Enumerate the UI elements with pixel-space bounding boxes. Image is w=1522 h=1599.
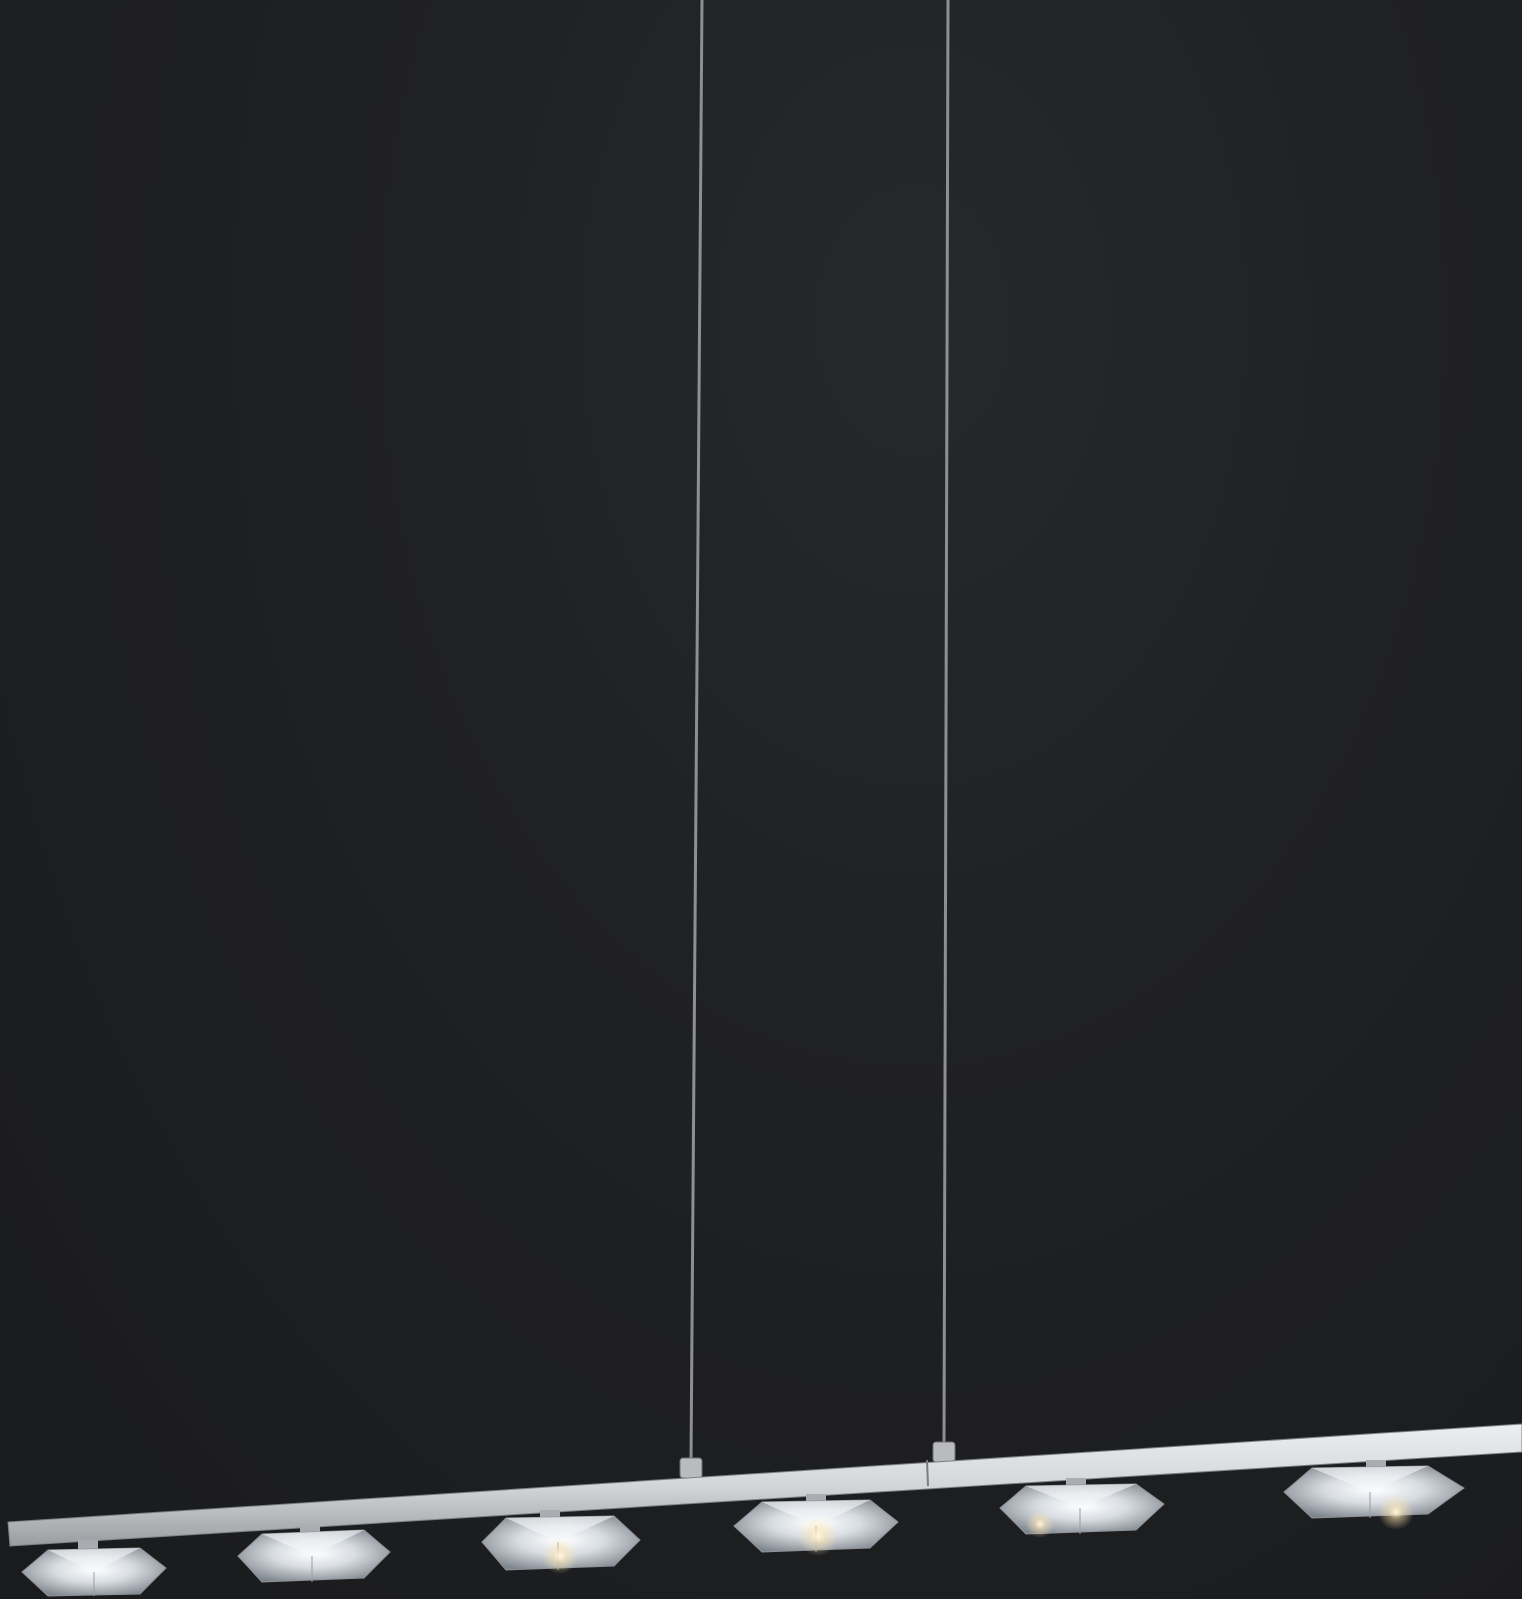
cable-gripper-right xyxy=(932,1441,956,1463)
crystal-3 xyxy=(481,1510,641,1574)
crystal-5 xyxy=(999,1478,1165,1538)
crystal-6 xyxy=(1283,1460,1465,1530)
light-bar xyxy=(7,1423,1522,1547)
bar-joint xyxy=(926,1459,929,1487)
suspension-cable-left xyxy=(689,0,704,1461)
cable-gripper-left xyxy=(679,1457,703,1479)
crystal-1 xyxy=(21,1540,167,1597)
crystal-4 xyxy=(733,1494,899,1556)
suspension-cable-right xyxy=(942,0,950,1446)
crystal-2 xyxy=(237,1526,391,1583)
